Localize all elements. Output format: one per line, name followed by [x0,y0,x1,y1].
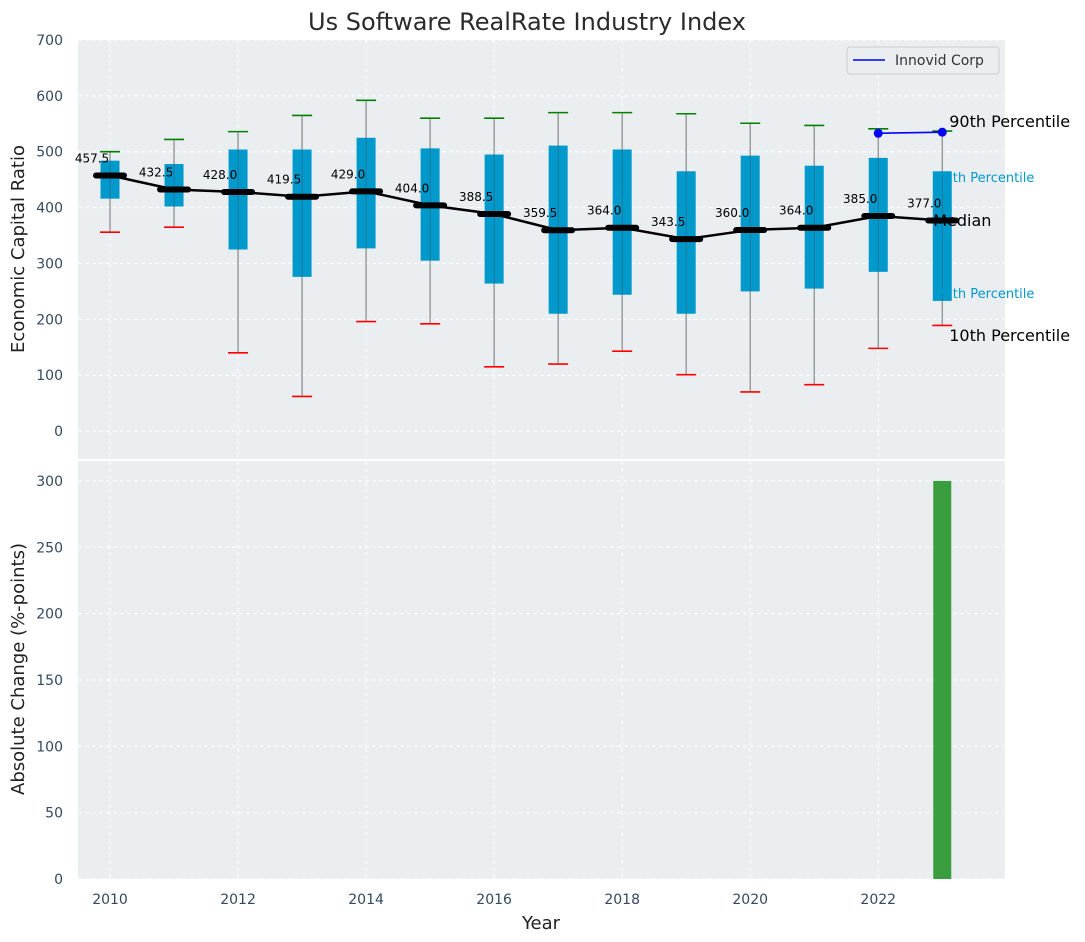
legend-box [846,46,1000,75]
top-y-tick-label: 500 [36,145,63,161]
bottom-plot-background [78,461,1005,879]
median-value-label: 385.0 [843,192,877,206]
top-y-tick-label: 600 [36,89,63,105]
median-value-label: 432.5 [139,165,173,179]
x-tick-label: 2020 [732,892,768,908]
legend-label: Innovid Corp [895,53,984,69]
company-point [873,128,883,138]
annotation-p90: 90th Percentile [949,112,1070,131]
median-value-label: 457.5 [75,151,109,165]
median-value-label: 360.0 [715,206,749,220]
median-value-label: 428.0 [203,168,237,182]
annotation-p25: 25th Percentile [936,287,1034,302]
box-plot-panel: 0 100 200 300 400 500 600 700 457.5 432.5 428.0 419… [36,33,1070,459]
x-tick-label: 2022 [860,892,896,908]
bottom-y-tick-label: 0 [54,872,63,888]
annotation-p10: 10th Percentile [949,326,1070,345]
bottom-y-tick-label: 200 [36,607,63,623]
top-y-tick-label: 300 [36,256,63,272]
x-tick-label: 2016 [476,892,512,908]
x-tick-label: 2018 [604,892,640,908]
chart-title: Us Software RealRate Industry Index [308,8,746,36]
change-bar [933,480,952,879]
company-point [937,127,947,137]
top-y-tick-label: 200 [36,312,63,328]
median-value-label: 404.0 [395,181,429,195]
company-line [878,131,943,135]
bottom-y-tick-label: 50 [45,806,63,822]
bottom-y-axis-label: Absolute Change (%-points) [8,543,29,795]
bar-chart-panel: 0 50 100 150 200 250 300 2010 2012 2014 2016 2018 20… [36,461,1005,908]
top-y-tick-label: 700 [36,33,63,49]
median-value-label: 364.0 [587,204,621,218]
median-value-label: 419.5 [267,173,301,187]
top-plot-background [78,40,1005,459]
median-value-label: 377.0 [907,196,941,210]
median-value-label: 364.0 [779,204,813,218]
median-value-label: 429.0 [331,167,365,181]
x-tick-label: 2014 [348,892,384,908]
top-y-tick-label: 400 [36,201,63,217]
median-value-label: 343.5 [651,215,685,229]
median-value-label: 359.5 [523,206,557,220]
bottom-y-tick-label: 250 [36,540,63,556]
top-y-tick-label: 0 [54,424,63,440]
bottom-y-tick-label: 100 [36,739,63,755]
annotation-p75: 75th Percentile [936,171,1034,186]
bottom-y-tick-label: 150 [36,673,63,689]
top-y-axis-label: Economic Capital Ratio [8,145,29,353]
x-tick-label: 2012 [220,892,256,908]
x-axis-label: Year [521,913,561,934]
x-tick-label: 2010 [92,892,128,908]
top-y-tick-label: 100 [36,368,63,384]
annotation-median: Median [933,211,991,230]
bottom-y-tick-label: 300 [36,474,63,490]
median-value-label: 388.5 [459,190,493,204]
